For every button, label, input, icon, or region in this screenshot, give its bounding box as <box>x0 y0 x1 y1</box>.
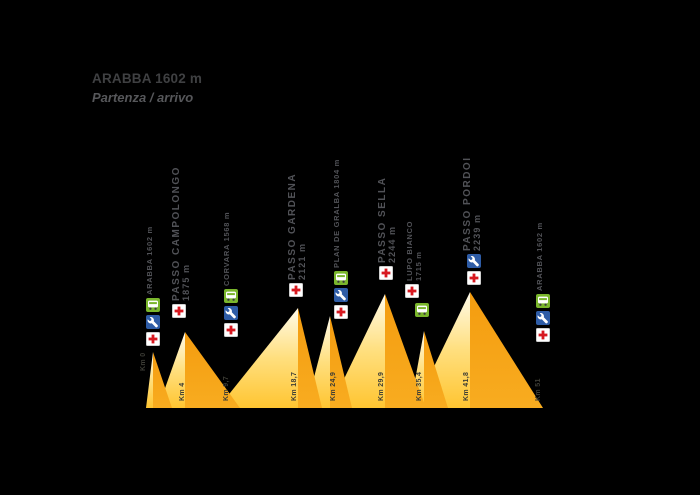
title-block: ARABBA 1602 m Partenza / arrivo <box>92 70 202 106</box>
page-title: ARABBA 1602 m <box>92 71 203 86</box>
waypoint-altitude: 2121 m <box>296 242 307 280</box>
waypoint-label: PASSO SELLA 2244 m <box>377 177 397 263</box>
medical-cross-icon <box>467 271 481 285</box>
service-icon-mechanic <box>536 311 550 325</box>
km-label: Km 41,8 <box>463 371 470 401</box>
waypoint-label: PASSO PORDOI 2239 m <box>462 157 482 252</box>
service-icon-medical <box>536 328 550 342</box>
km-label: Km 4 <box>179 382 186 401</box>
bus-icon <box>536 294 550 308</box>
mountain-left-face <box>146 352 153 408</box>
wrench-icon <box>467 254 481 268</box>
service-icon-bus <box>224 289 238 303</box>
km-label: Km 9,7 <box>223 375 230 401</box>
service-icon-medical <box>224 323 238 337</box>
medical-cross-icon <box>172 304 186 318</box>
mountain-right-face <box>330 316 352 408</box>
service-icon-mechanic <box>146 315 160 329</box>
km-label: Km 0 <box>140 352 147 371</box>
bus-icon <box>224 289 238 303</box>
service-icon-bus <box>536 294 550 308</box>
waypoint-altitude: 2244 m <box>386 225 397 263</box>
waypoint-label: ARABBA 1602 m <box>145 226 155 295</box>
service-icon-medical <box>467 271 481 285</box>
waypoint-label: CORVARA 1568 m <box>222 211 232 286</box>
medical-cross-icon <box>405 284 419 298</box>
mountain-right-face <box>470 292 543 408</box>
km-label: Km 18,7 <box>291 371 298 401</box>
waypoint-altitude: 1875 m <box>180 263 191 301</box>
medical-cross-icon <box>379 266 393 280</box>
service-icon-bus <box>415 303 429 317</box>
waypoint-label: ARABBA 1602 m <box>535 222 545 291</box>
mountain-right-face <box>424 331 448 408</box>
medical-cross-icon <box>536 328 550 342</box>
page-subtitle: Partenza / arrivo <box>92 90 194 105</box>
waypoint-label: PASSO CAMPOLONGO 1875 m <box>171 166 191 301</box>
mountain-left-face <box>218 308 298 408</box>
waypoint-label: PASSO GARDENA 2121 m <box>287 173 307 280</box>
mountain-right-face <box>298 308 322 408</box>
waypoint-name: CORVARA 1568 m <box>222 211 231 286</box>
service-icon-medical <box>379 266 393 280</box>
mountain-right-face <box>185 332 240 408</box>
service-icon-bus <box>146 298 160 312</box>
km-label: Km 51 <box>535 378 542 401</box>
service-icon-bus <box>334 271 348 285</box>
medical-cross-icon <box>334 305 348 319</box>
waypoint-name: PLAN DE GRALBA 1804 m <box>332 158 341 268</box>
medical-cross-icon <box>146 332 160 346</box>
km-label: Km 29,9 <box>378 371 385 401</box>
service-icon-mechanic <box>334 288 348 302</box>
service-icon-medical <box>172 304 186 318</box>
service-icon-medical <box>289 283 303 297</box>
waypoint-altitude: 2239 m <box>471 213 482 251</box>
wrench-icon <box>536 311 550 325</box>
wrench-icon <box>334 288 348 302</box>
waypoint-altitude: 1715 m <box>413 251 423 281</box>
bus-icon <box>334 271 348 285</box>
service-icon-medical <box>405 284 419 298</box>
service-icon-medical <box>334 305 348 319</box>
wrench-icon <box>224 306 238 320</box>
km-label: Km 35,4 <box>416 371 423 401</box>
waypoint-label: PLAN DE GRALBA 1804 m <box>332 158 342 268</box>
mountains-group <box>146 292 543 408</box>
waypoint-name: ARABBA 1602 m <box>535 222 544 291</box>
km-label: Km 24,9 <box>330 371 337 401</box>
waypoint-label: LUPO BIANCO 1715 m <box>405 221 423 281</box>
mountain-right-face <box>153 352 172 408</box>
waypoint-name: ARABBA 1602 m <box>145 226 154 295</box>
service-icon-medical <box>146 332 160 346</box>
bus-icon <box>415 303 429 317</box>
mountain-right-face <box>385 294 426 408</box>
service-icon-mechanic <box>224 306 238 320</box>
wrench-icon <box>146 315 160 329</box>
medical-cross-icon <box>224 323 238 337</box>
service-icon-mechanic <box>467 254 481 268</box>
medical-cross-icon <box>289 283 303 297</box>
bus-icon <box>146 298 160 312</box>
